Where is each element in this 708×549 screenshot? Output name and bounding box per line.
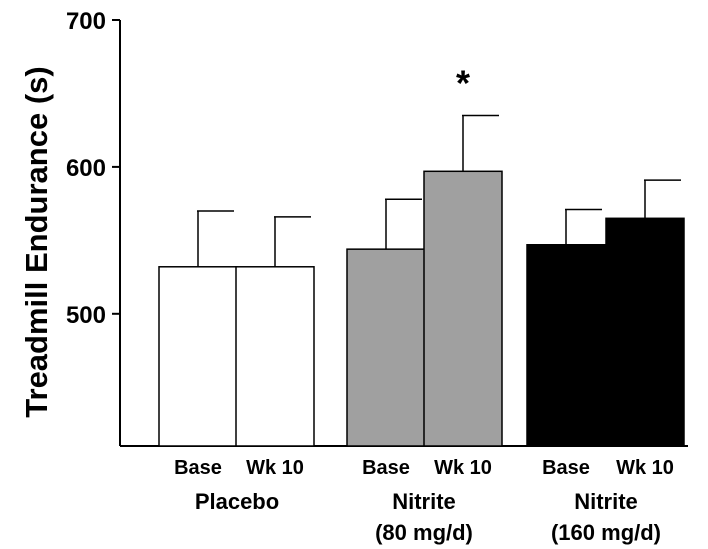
bar	[605, 217, 685, 447]
group-label: Placebo	[195, 489, 279, 514]
bars: *	[158, 62, 685, 447]
bar-label: Wk 10	[616, 457, 674, 479]
bar-label: Base	[174, 457, 222, 479]
group-sublabel: (160 mg/d)	[551, 520, 661, 545]
y-axis-label: Treadmill Endurance (s)	[19, 66, 54, 417]
significance-marker: *	[456, 62, 470, 103]
labels: Base Wk 10 Base Wk 10 Base Wk 10 Placebo Nitrit…	[174, 457, 674, 545]
y-tick-label: 600	[66, 155, 106, 182]
bar-label: Base	[542, 457, 590, 479]
axes: 500 600 700 Treadmill Endurance (s)	[19, 8, 688, 447]
bar	[235, 266, 315, 447]
group-label: Nitrite	[574, 489, 638, 514]
group-label: Nitrite	[392, 489, 456, 514]
bar-label: Wk 10	[434, 457, 492, 479]
bar-label: Base	[362, 457, 410, 479]
y-tick-label: 700	[66, 8, 106, 35]
bar	[423, 170, 503, 447]
bar	[158, 266, 238, 447]
y-tick-label: 500	[66, 302, 106, 329]
bar-label: Wk 10	[246, 457, 304, 479]
bar	[526, 244, 606, 447]
group-sublabel: (80 mg/d)	[375, 520, 473, 545]
bar	[346, 248, 426, 447]
